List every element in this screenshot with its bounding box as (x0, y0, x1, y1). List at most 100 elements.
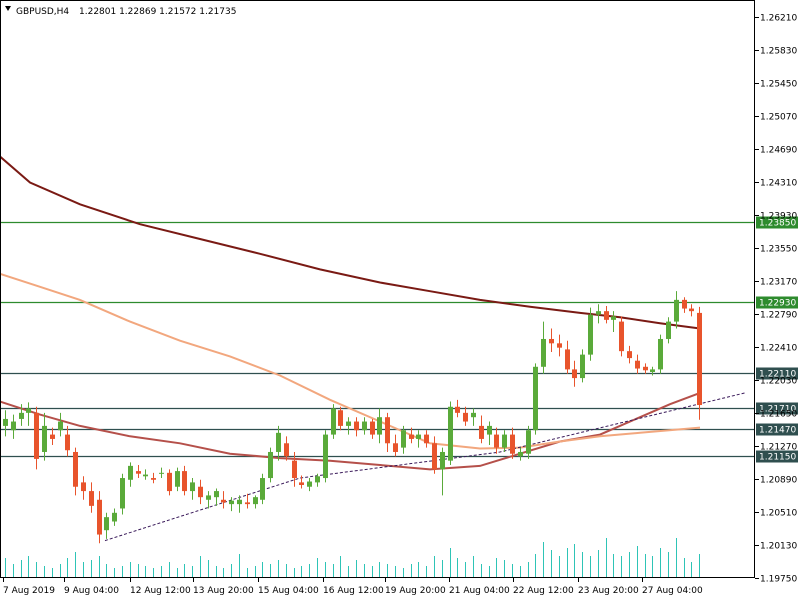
candle-body (401, 430, 406, 448)
candle-body (533, 366, 538, 431)
x-axis: 7 Aug 2019 9 Aug 04:00 12 Aug 12:00 13 Aug … (3, 578, 703, 596)
level-price-label: 1.22110 (759, 370, 796, 380)
candle-body (3, 418, 8, 426)
y-tick-label: 1.21270 (760, 443, 797, 453)
x-tick-label: 19 Aug 20:00 (385, 586, 446, 596)
candle-body (619, 321, 624, 352)
chart-header: GBPUSD,H4 1.22801 1.22869 1.21572 1.2173… (5, 6, 236, 17)
candle-body (276, 432, 281, 452)
candle-body (143, 474, 148, 477)
y-tick-label: 1.22790 (760, 311, 797, 321)
y-tick-label: 1.23170 (760, 278, 797, 288)
candle-body (557, 343, 562, 348)
candle-body (245, 502, 250, 505)
candle-body (58, 421, 63, 431)
y-axis: 1.26210 1.25830 1.25450 1.25070 1.24690 1.243… (755, 14, 797, 585)
candle-body (159, 472, 164, 474)
candle-body (385, 417, 390, 444)
candle-body (479, 425, 484, 439)
x-tick-label: 12 Aug 12:00 (130, 586, 191, 596)
candle-body (526, 430, 531, 454)
y-tick-label: 1.20510 (760, 509, 797, 519)
candle-body (190, 482, 195, 492)
candle-body (50, 434, 55, 439)
candle-body (81, 482, 86, 492)
candle-body (471, 412, 476, 418)
y-tick-label: 1.19750 (760, 575, 797, 585)
candle-body (307, 481, 312, 487)
candle-body (494, 434, 499, 448)
level-price-label: 1.21710 (759, 405, 796, 415)
candle-body (284, 443, 289, 457)
candle-body (510, 434, 515, 454)
candle-body (11, 421, 16, 431)
level-price-tag (756, 216, 798, 229)
ma-mid-line (0, 391, 701, 471)
candle-body (362, 421, 367, 431)
levels-layer: 1.23850 1.22930 1.22110 1.21710 1.21470 1.211… (0, 216, 798, 463)
y-tick-label: 1.23550 (760, 245, 797, 255)
candle-body (73, 451, 78, 487)
candle-body (635, 360, 640, 369)
candle-body (221, 499, 226, 503)
candle-body (354, 421, 359, 431)
candle-body (572, 369, 577, 379)
candle-body (237, 499, 242, 505)
candle-body (565, 349, 570, 370)
candle-body (175, 471, 180, 487)
candle-body (214, 491, 219, 498)
y-tick-label: 1.26210 (760, 14, 797, 24)
candle-body (643, 366, 648, 371)
level-price-label: 1.23850 (759, 219, 796, 229)
candle-body (674, 299, 679, 322)
x-tick-label: 21 Aug 04:00 (449, 586, 510, 596)
level-price-tag (756, 296, 798, 309)
candle-body (440, 451, 445, 470)
candle-body (112, 512, 117, 522)
ohlc-readout: 1.22801 1.22869 1.21572 1.21735 (79, 7, 236, 17)
candle-body (455, 406, 460, 413)
candle-body (682, 299, 687, 309)
candle-body (338, 410, 343, 426)
level-price-tag (756, 402, 798, 415)
y-tick-label: 1.24310 (760, 179, 797, 189)
ma-short-line (0, 272, 701, 450)
candle-body (549, 338, 554, 344)
candle-body (377, 417, 382, 435)
candle-body (229, 500, 234, 505)
y-tick-label: 1.25450 (760, 80, 797, 90)
y-tick-label: 1.20130 (760, 542, 797, 552)
y-tick-label: 1.25070 (760, 113, 797, 123)
candle-body (588, 314, 593, 355)
candle-body (424, 434, 429, 444)
candle-body (120, 478, 125, 509)
candle-body (19, 412, 24, 419)
candle-body (432, 443, 437, 470)
candle-body (409, 434, 414, 439)
candle-body (268, 451, 273, 479)
candle-body (650, 369, 655, 373)
level-price-tag (756, 367, 798, 380)
candles-layer (3, 291, 702, 544)
y-tick-label: 1.25830 (760, 47, 797, 57)
candle-body (611, 316, 616, 320)
candle-body (448, 406, 453, 461)
candle-body (167, 472, 172, 492)
x-tick-label: 7 Aug 2019 (3, 586, 55, 596)
y-tick-label: 1.20890 (760, 476, 797, 486)
x-tick-label: 27 Aug 04:00 (642, 586, 703, 596)
candle-body (416, 434, 421, 439)
candle-body (580, 354, 585, 379)
candle-body (104, 517, 109, 531)
dropdown-triangle-icon[interactable] (5, 6, 11, 11)
y-tick-label: 1.23930 (760, 212, 797, 222)
candle-body (331, 408, 336, 435)
candle-body (299, 482, 304, 485)
trend-line (104, 392, 746, 542)
candle-body (370, 421, 375, 435)
candle-body (42, 425, 47, 452)
candle-body (658, 338, 663, 370)
level-price-label: 1.21470 (759, 426, 796, 436)
candle-body (206, 495, 211, 500)
